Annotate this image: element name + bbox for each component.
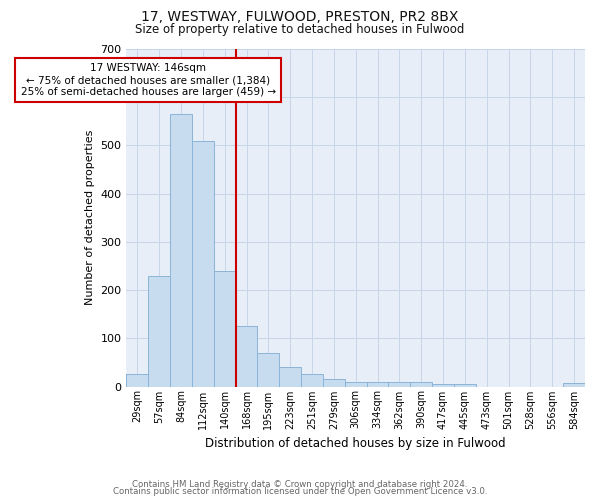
Bar — [388, 382, 410, 386]
Bar — [257, 353, 279, 386]
Bar — [432, 384, 454, 386]
Bar — [367, 382, 388, 386]
Bar — [563, 382, 585, 386]
Bar — [279, 367, 301, 386]
Text: 17 WESTWAY: 146sqm
← 75% of detached houses are smaller (1,384)
25% of semi-deta: 17 WESTWAY: 146sqm ← 75% of detached hou… — [20, 64, 276, 96]
Text: Size of property relative to detached houses in Fulwood: Size of property relative to detached ho… — [136, 22, 464, 36]
Bar — [410, 382, 432, 386]
Bar — [192, 140, 214, 386]
Bar — [323, 380, 345, 386]
Bar — [148, 276, 170, 386]
Bar — [345, 382, 367, 386]
Y-axis label: Number of detached properties: Number of detached properties — [85, 130, 95, 306]
Bar — [214, 271, 236, 386]
Text: 17, WESTWAY, FULWOOD, PRESTON, PR2 8BX: 17, WESTWAY, FULWOOD, PRESTON, PR2 8BX — [142, 10, 458, 24]
Bar — [454, 384, 476, 386]
Text: Contains public sector information licensed under the Open Government Licence v3: Contains public sector information licen… — [113, 488, 487, 496]
Bar — [301, 374, 323, 386]
X-axis label: Distribution of detached houses by size in Fulwood: Distribution of detached houses by size … — [205, 437, 506, 450]
Bar — [170, 114, 192, 386]
Text: Contains HM Land Registry data © Crown copyright and database right 2024.: Contains HM Land Registry data © Crown c… — [132, 480, 468, 489]
Bar — [236, 326, 257, 386]
Bar — [127, 374, 148, 386]
